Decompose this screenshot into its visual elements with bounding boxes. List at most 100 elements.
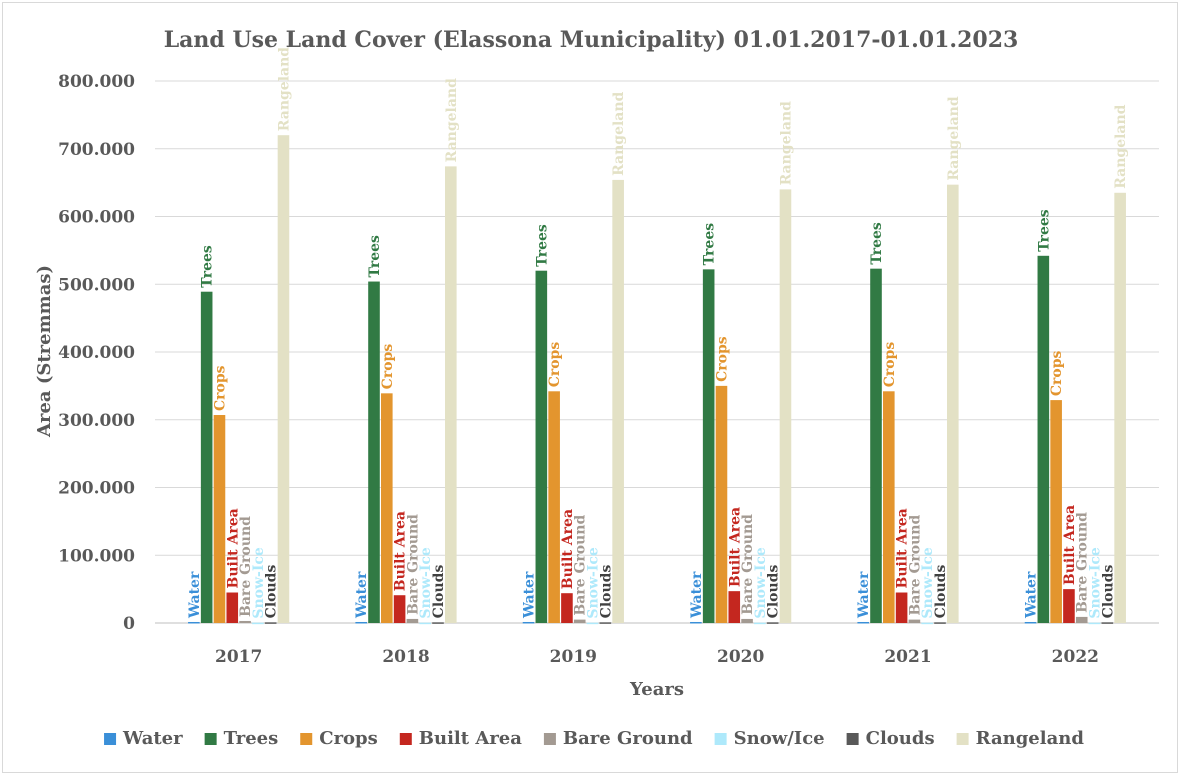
bar-label: Water <box>689 571 705 619</box>
bar-bare-ground-2018 <box>406 618 419 623</box>
bar-snow-ice-2017 <box>252 622 264 625</box>
bar-label: Snow-Ice <box>920 547 936 619</box>
legend-label: Clouds <box>866 728 935 749</box>
bar-built-area-2018 <box>393 595 406 623</box>
bar-label: Crops <box>882 342 898 388</box>
bar-label: Snow-Ice <box>753 547 769 619</box>
bar-snow-ice-2018 <box>419 622 431 625</box>
legend-label: Crops <box>319 728 378 749</box>
y-tick-label: 100.000 <box>58 546 135 566</box>
bar-water-2020 <box>690 621 702 624</box>
bar-label: Bare Ground <box>1075 512 1091 613</box>
bar-label: Water <box>522 571 538 619</box>
bar-trees-2020 <box>702 269 715 623</box>
bar-label: Built Area <box>225 508 241 588</box>
bar-label: Rangeland <box>946 96 962 180</box>
bar-crops-2022 <box>1050 400 1062 623</box>
bar-snow-ice-2019 <box>586 622 599 625</box>
bar-label: Bare Ground <box>907 515 923 616</box>
bar-bare-ground-2017 <box>239 620 251 623</box>
bar-label: Bare Ground <box>740 514 756 615</box>
bar-snow-ice-2020 <box>754 622 766 625</box>
x-tick-label: 2018 <box>382 647 429 667</box>
bar-snow-ice-2022 <box>1088 622 1101 625</box>
legend-swatch <box>714 733 727 745</box>
legend-item: Rangeland <box>956 728 1085 749</box>
bar-rangeland-2018 <box>445 166 457 624</box>
y-tick-label: 300.000 <box>58 411 135 431</box>
bar-crops-2018 <box>381 393 393 623</box>
bar-label: Water <box>354 571 370 619</box>
bar-rangeland-2021 <box>947 184 959 623</box>
bar-label: Built Area <box>895 508 911 588</box>
bar-bare-ground-2021 <box>908 619 921 623</box>
bar-label: Crops <box>547 342 563 388</box>
bar-label: Built Area <box>1062 505 1078 585</box>
bar-label: Crops <box>1049 350 1065 396</box>
y-tick-label: 500.000 <box>58 275 135 295</box>
bar-bare-ground-2020 <box>741 618 753 623</box>
axes: 0 100.000 200.000 300.000 400.000 500.000 600.… <box>58 72 1099 667</box>
bar-label: Snow-Ice <box>586 547 602 619</box>
legend-label: Rangeland <box>976 728 1085 749</box>
bar-label: Snow-Ice <box>1088 547 1104 619</box>
bar-label: Rangeland <box>611 91 627 175</box>
bar-water-2017 <box>188 621 200 624</box>
bar-crops-2021 <box>883 391 895 623</box>
bar-label: Trees <box>200 245 216 288</box>
x-tick-label: 2021 <box>884 647 931 667</box>
bar-clouds-2020 <box>766 622 779 624</box>
bar-label: Built Area <box>727 507 743 587</box>
bar-label: Rangeland <box>1113 104 1129 188</box>
legend-item: Clouds <box>846 728 935 749</box>
bar-label: Crops <box>212 365 228 411</box>
chart-title: Land Use Land Cover (Elassona Municipali… <box>164 27 1019 53</box>
legend-item: Bare Ground <box>543 728 693 749</box>
bar-water-2018 <box>355 621 367 624</box>
legend-label: Water <box>122 728 183 749</box>
bar-crops-2017 <box>213 415 226 623</box>
bar-label: Rangeland <box>276 47 292 131</box>
bar-built-area-2020 <box>728 591 741 623</box>
bar-trees-2019 <box>535 270 548 623</box>
y-tick-label: 700.000 <box>58 140 135 160</box>
bar-label: Snow-Ice <box>418 547 434 619</box>
x-tick-label: 2022 <box>1052 647 1099 667</box>
bar-bare-ground-2019 <box>573 619 586 623</box>
bar-trees-2018 <box>368 281 380 623</box>
bar-rangeland-2022 <box>1114 192 1126 623</box>
bar-clouds-2019 <box>599 622 612 624</box>
bar-label: Clouds <box>933 565 949 619</box>
legend-label: Snow/Ice <box>734 728 825 749</box>
legend: Water Trees Crops Built Area Bare Ground Snow… <box>104 728 1084 749</box>
bar-label: Trees <box>1036 209 1052 252</box>
legend-item: Water <box>104 728 183 749</box>
bar-rangeland-2017 <box>277 135 290 623</box>
y-tick-label: 800.000 <box>58 72 135 92</box>
bar-label: Trees <box>367 235 383 278</box>
legend-swatch <box>543 733 556 745</box>
bar-rangeland-2019 <box>612 179 624 624</box>
legend-item: Built Area <box>399 728 522 749</box>
bar-label: Built Area <box>560 509 576 589</box>
bar-water-2019 <box>522 621 535 624</box>
legend-item: Snow/Ice <box>714 728 825 749</box>
bar-label: Trees <box>534 224 550 267</box>
bar-label: Clouds <box>598 565 614 619</box>
bar-label: Snow-Ice <box>251 547 267 619</box>
bar-clouds-2018 <box>432 622 444 624</box>
bar-label: Bare Ground <box>238 516 254 617</box>
bar-rangeland-2020 <box>779 189 792 623</box>
bar-label: Bare Ground <box>405 514 421 615</box>
bar-built-area-2021 <box>895 592 908 623</box>
bar-water-2021 <box>857 621 869 624</box>
bar-label: Water <box>187 571 203 619</box>
bar-label: Clouds <box>264 565 280 619</box>
bar-water-2022 <box>1024 621 1037 624</box>
bar-built-area-2022 <box>1063 589 1075 623</box>
legend-swatch <box>104 733 117 745</box>
bar-label: Water <box>856 571 872 619</box>
bar-label: Trees <box>869 222 885 265</box>
y-tick-label: 400.000 <box>58 343 135 363</box>
